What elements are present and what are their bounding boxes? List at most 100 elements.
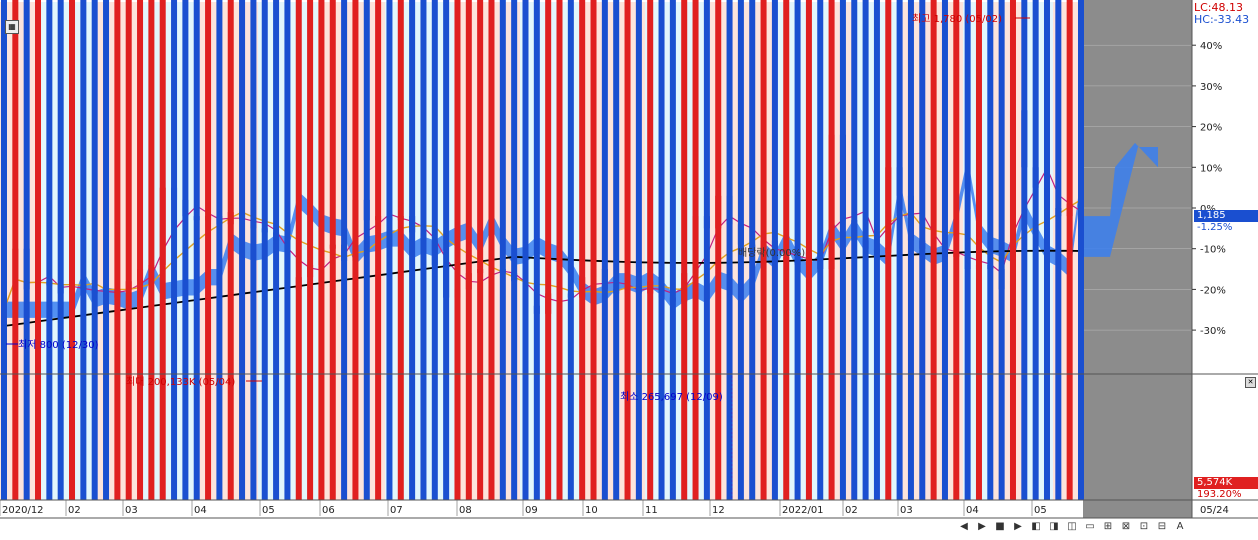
toolbar-button[interactable]: ◨ bbox=[1049, 521, 1059, 532]
volume-bar bbox=[307, 0, 314, 501]
volume-bar bbox=[930, 0, 937, 500]
volume-bar bbox=[896, 0, 903, 500]
volume-bar bbox=[363, 0, 370, 501]
volume-bar bbox=[273, 0, 280, 500]
price-tick-label: 10% bbox=[1200, 163, 1222, 174]
price-tick-label: -20% bbox=[1200, 285, 1226, 296]
volume-bar bbox=[318, 0, 325, 501]
toolbar-button[interactable]: ◧ bbox=[1031, 521, 1041, 532]
price-tick-label: 0% bbox=[1200, 204, 1216, 215]
volume-bar bbox=[839, 0, 846, 500]
current-pct-tag: -1.25% bbox=[1197, 222, 1233, 233]
close-icon[interactable]: ✕ bbox=[1245, 377, 1256, 388]
high-annotation: 최고 1,780 (05/02) bbox=[912, 13, 1002, 25]
x-tick-label: 02 bbox=[845, 505, 858, 516]
volume-bar bbox=[114, 0, 121, 500]
volume-bar bbox=[386, 0, 393, 501]
volume-bar bbox=[987, 0, 994, 500]
price-tick-label: -30% bbox=[1200, 326, 1226, 337]
volume-bar bbox=[567, 0, 574, 501]
volume-bar bbox=[579, 0, 586, 500]
x-tick-label: 07 bbox=[390, 505, 403, 516]
volume-bar bbox=[828, 0, 835, 500]
x-tick-label: 08 bbox=[459, 505, 472, 516]
toolbar-button[interactable]: ▶ bbox=[978, 521, 986, 532]
volume-bar bbox=[556, 0, 563, 501]
volume-bar bbox=[805, 0, 812, 500]
volume-bar bbox=[873, 0, 880, 500]
volume-bar bbox=[103, 0, 110, 501]
toolbar-button[interactable]: ⊠ bbox=[1121, 521, 1131, 532]
current-price-tag: 1,185 bbox=[1194, 210, 1258, 222]
calculator-icon[interactable]: ▦ bbox=[5, 20, 19, 34]
x-tick-label: 2022/01 bbox=[782, 505, 824, 516]
volume-bar bbox=[998, 0, 1005, 500]
low-annotation: 최저 800 (12/30) bbox=[18, 339, 99, 351]
future-area bbox=[1083, 0, 1192, 518]
volume-bar bbox=[35, 0, 42, 501]
volume-bar bbox=[284, 0, 291, 500]
toolbar-button[interactable]: ■ bbox=[995, 521, 1005, 532]
volume-bar bbox=[80, 0, 87, 500]
toolbar-button[interactable]: ⊡ bbox=[1139, 521, 1149, 532]
volume-bar bbox=[624, 0, 631, 501]
volume-bar bbox=[692, 0, 699, 500]
volume-bar bbox=[669, 0, 676, 500]
month-band bbox=[645, 2, 710, 500]
ex-dividend-annotation: 배당락(0.00%) bbox=[738, 247, 805, 259]
volume-bar bbox=[454, 0, 461, 501]
x-tick-label: 09 bbox=[525, 505, 538, 516]
x-tick-label: 05 bbox=[1034, 505, 1047, 516]
volume-bar bbox=[749, 0, 756, 500]
volume-bar bbox=[1032, 0, 1039, 500]
volume-bar bbox=[703, 0, 710, 500]
volume-bar bbox=[817, 0, 824, 501]
x-tick-label: 04 bbox=[194, 505, 207, 516]
cloud-projection bbox=[1081, 142, 1158, 257]
volume-bar bbox=[341, 0, 348, 501]
x-tick-label: 05 bbox=[262, 505, 275, 516]
toolbar-button[interactable]: ◀ bbox=[960, 521, 968, 532]
volume-bar bbox=[919, 0, 926, 500]
volume-bar bbox=[159, 0, 166, 500]
toolbar-button[interactable]: ▶ bbox=[1014, 521, 1022, 532]
volume-bar bbox=[545, 0, 552, 500]
toolbar-button[interactable]: ▭ bbox=[1085, 521, 1095, 532]
volume-bar bbox=[46, 0, 53, 501]
volume-bar bbox=[658, 0, 665, 501]
volume-bar bbox=[57, 0, 64, 501]
toolbar-button[interactable]: A bbox=[1176, 521, 1184, 532]
volume-bar bbox=[409, 0, 416, 500]
volume-bar bbox=[511, 0, 518, 501]
x-tick-label: 2020/12 bbox=[2, 505, 44, 516]
volume-bar bbox=[964, 0, 971, 500]
volume-bar bbox=[647, 0, 654, 500]
volume-bar bbox=[205, 0, 212, 501]
volume-bar bbox=[216, 0, 223, 500]
volume-bar bbox=[975, 0, 982, 501]
price-tick-label: 30% bbox=[1200, 82, 1222, 93]
toolbar-button[interactable]: ⊞ bbox=[1103, 521, 1113, 532]
volume-bar bbox=[941, 0, 948, 501]
volume-bar bbox=[1, 0, 7, 500]
toolbar-button[interactable]: ⊟ bbox=[1157, 521, 1167, 532]
x-tick-label: 03 bbox=[900, 505, 913, 516]
toolbar-button[interactable]: ◫ bbox=[1067, 521, 1077, 532]
volume-bar bbox=[375, 0, 382, 501]
volume-bar bbox=[499, 0, 506, 500]
volume-bar bbox=[69, 0, 76, 501]
volume-bar bbox=[1066, 0, 1073, 500]
x-tick-label: 12 bbox=[712, 505, 725, 516]
x-tick-label: 04 bbox=[966, 505, 979, 516]
volume-bar bbox=[715, 0, 722, 500]
x-tick-label: 06 bbox=[322, 505, 335, 516]
price-tick-label: 20% bbox=[1200, 123, 1222, 134]
volume-bar bbox=[329, 0, 336, 500]
x-tick-label: 11 bbox=[645, 505, 658, 516]
volume-bar bbox=[681, 0, 688, 501]
volume-bar bbox=[590, 0, 597, 501]
volume-bar bbox=[635, 0, 642, 501]
volume-bar bbox=[12, 0, 19, 500]
volume-bar bbox=[352, 0, 359, 501]
